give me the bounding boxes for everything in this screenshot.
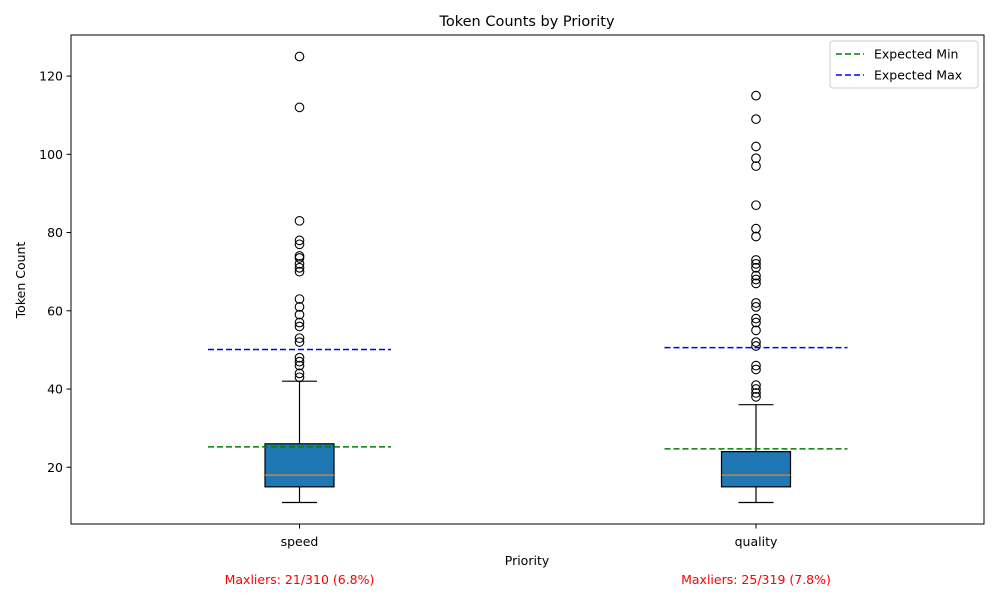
outlier-point-quality-0 [751, 392, 761, 402]
legend-frame [829, 40, 979, 89]
outlier-point-quality-4 [751, 364, 761, 375]
outlier-point-speed-4 [294, 352, 305, 363]
legend: Expected Min Expected Max [829, 40, 979, 89]
outlier-point-quality-7 [751, 337, 761, 347]
outlier-point-speed-11 [294, 294, 305, 304]
outlier-point-quality-10 [751, 313, 761, 324]
y-tick-label-40: 40 [47, 382, 63, 397]
x-tick-label-quality: quality [735, 534, 778, 549]
y-axis-label: Token Count [13, 242, 28, 320]
maxliers-annotation-speed: Maxliers: 21/310 (6.8%) [225, 572, 375, 587]
outlier-point-speed-8 [294, 317, 305, 328]
y-tick-label-100: 100 [39, 147, 63, 162]
plot-area: 20 40 60 80 100 120 speed Maxliers: 21/310 (6.8… [39, 51, 848, 587]
outlier-point-quality-14 [751, 274, 761, 285]
outlier-point-quality-26 [751, 90, 761, 101]
outlier-point-speed-2 [294, 360, 305, 371]
outlier-point-quality-9 [751, 317, 761, 328]
outlier-point-quality-3 [751, 380, 761, 390]
plot-frame [70, 34, 985, 525]
outlier-point-quality-25 [751, 114, 761, 124]
outlier-point-quality-2 [751, 384, 761, 394]
outlier-point-quality-5 [751, 360, 761, 371]
outlier-point-speed-12 [294, 266, 305, 277]
outlier-point-quality-17 [751, 259, 761, 269]
outlier-point-quality-19 [751, 231, 761, 242]
outlier-point-quality-11 [751, 302, 761, 312]
outlier-point-quality-16 [751, 262, 761, 273]
outlier-point-quality-6 [751, 341, 761, 351]
y-tick-label-60: 60 [47, 303, 63, 318]
box-speed [264, 443, 335, 488]
outlier-point-quality-18 [751, 255, 761, 265]
chart-title: Token Counts by Priority [438, 14, 615, 30]
outlier-point-quality-22 [751, 161, 761, 171]
outlier-point-speed-3 [294, 356, 305, 367]
outlier-point-quality-21 [751, 200, 761, 211]
outlier-point-speed-17 [294, 239, 305, 250]
outlier-point-quality-8 [751, 325, 761, 336]
outlier-point-quality-13 [751, 278, 761, 289]
y-tick-label-120: 120 [39, 69, 63, 84]
outlier-point-speed-21 [294, 51, 305, 62]
outlier-point-speed-19 [294, 215, 305, 226]
outlier-point-quality-24 [751, 141, 761, 152]
outlier-point-speed-6 [294, 333, 305, 344]
outlier-point-quality-20 [751, 223, 761, 234]
outlier-point-speed-18 [294, 235, 305, 246]
outlier-point-quality-1 [751, 388, 761, 398]
outlier-point-speed-1 [294, 368, 305, 379]
legend-label-expected-max: Expected Max [874, 68, 962, 83]
outlier-point-speed-13 [294, 262, 305, 273]
x-tick-label-speed: speed [281, 534, 319, 549]
outlier-point-speed-10 [294, 302, 305, 312]
outlier-point-quality-23 [751, 153, 761, 164]
outlier-point-quality-12 [751, 298, 761, 308]
maxliers-annotation-quality: Maxliers: 25/319 (7.8%) [681, 572, 831, 587]
outlier-point-speed-15 [294, 253, 305, 263]
y-tick-label-20: 20 [47, 460, 63, 475]
outlier-point-speed-0 [294, 372, 305, 383]
outlier-point-speed-5 [294, 337, 305, 347]
outlier-point-quality-15 [751, 270, 761, 281]
outlier-point-speed-9 [294, 309, 305, 320]
outlier-point-speed-20 [294, 102, 305, 113]
outlier-point-speed-7 [294, 321, 305, 332]
x-axis-label: Priority [505, 553, 550, 568]
outlier-point-speed-16 [294, 251, 305, 261]
y-tick-label-80: 80 [47, 225, 63, 240]
box-quality [720, 451, 792, 488]
outlier-point-speed-14 [294, 259, 305, 269]
legend-label-expected-min: Expected Min [874, 47, 958, 62]
